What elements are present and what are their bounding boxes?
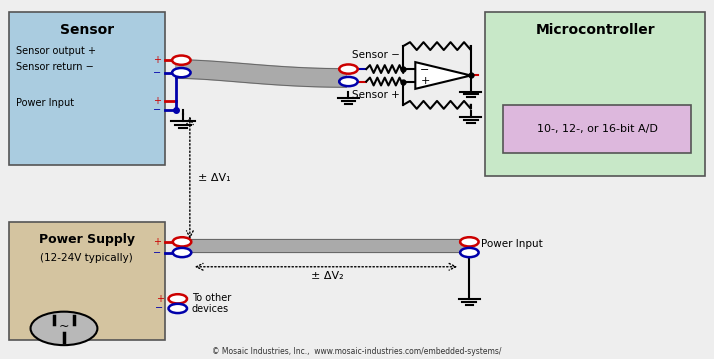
Circle shape: [172, 56, 191, 65]
Text: 10-, 12-, or 16-bit A/D: 10-, 12-, or 16-bit A/D: [537, 124, 658, 134]
Text: Power Supply: Power Supply: [39, 233, 135, 246]
Polygon shape: [416, 62, 471, 89]
Text: Sensor: Sensor: [60, 23, 114, 37]
Text: ~: ~: [59, 320, 69, 333]
Text: Power Input: Power Input: [481, 239, 543, 249]
Text: +: +: [154, 237, 161, 247]
Circle shape: [339, 77, 358, 86]
Text: −: −: [154, 67, 161, 78]
Text: −: −: [156, 303, 164, 313]
Text: (12-24V typically): (12-24V typically): [41, 252, 133, 262]
Circle shape: [31, 312, 97, 345]
Text: ± ΔV₁: ± ΔV₁: [198, 173, 231, 183]
Circle shape: [169, 294, 187, 303]
Text: +: +: [421, 76, 430, 86]
Circle shape: [173, 237, 191, 247]
Text: +: +: [156, 294, 164, 304]
Text: Sensor −: Sensor −: [352, 50, 400, 60]
Text: Power Input: Power Input: [16, 98, 74, 108]
Text: −: −: [154, 105, 161, 115]
Text: ± ΔV₂: ± ΔV₂: [311, 271, 343, 281]
Polygon shape: [176, 60, 346, 87]
Circle shape: [173, 248, 191, 257]
Text: +: +: [154, 96, 161, 106]
FancyBboxPatch shape: [9, 12, 165, 165]
Text: Sensor +: Sensor +: [352, 90, 400, 101]
Circle shape: [339, 64, 358, 74]
Text: Microcontroller: Microcontroller: [536, 23, 655, 37]
Text: © Mosaic Industries, Inc.,  www.mosaic-industries.com/embedded-systems/: © Mosaic Industries, Inc., www.mosaic-in…: [212, 347, 502, 356]
Circle shape: [172, 68, 191, 77]
Text: −: −: [421, 65, 430, 75]
FancyBboxPatch shape: [485, 12, 705, 176]
Polygon shape: [176, 239, 467, 252]
FancyBboxPatch shape: [503, 105, 691, 153]
FancyBboxPatch shape: [9, 222, 165, 340]
Text: To other
devices: To other devices: [192, 293, 231, 314]
Circle shape: [460, 248, 478, 257]
Text: −: −: [154, 247, 161, 257]
Text: Sensor return −: Sensor return −: [16, 62, 94, 72]
Circle shape: [169, 304, 187, 313]
Text: +: +: [154, 55, 161, 65]
Circle shape: [460, 237, 478, 247]
Text: Sensor output +: Sensor output +: [16, 46, 96, 56]
